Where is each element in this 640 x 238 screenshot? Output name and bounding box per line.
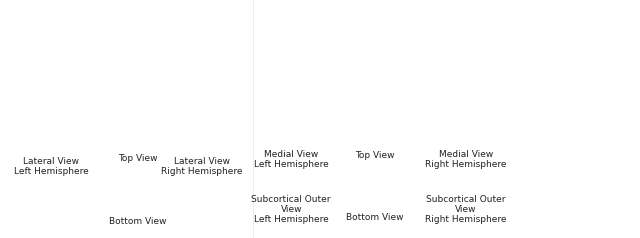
Text: Lateral View
Right Hemisphere: Lateral View Right Hemisphere bbox=[161, 157, 243, 176]
Text: Top View: Top View bbox=[118, 154, 157, 163]
Text: Bottom View: Bottom View bbox=[346, 213, 403, 222]
Text: Subcortical Outer
View
Left Hemisphere: Subcortical Outer View Left Hemisphere bbox=[252, 194, 331, 224]
Text: Bottom View: Bottom View bbox=[109, 217, 166, 226]
Text: Subcortical Outer
View
Right Hemisphere: Subcortical Outer View Right Hemisphere bbox=[425, 194, 507, 224]
Text: Lateral View
Left Hemisphere: Lateral View Left Hemisphere bbox=[14, 157, 88, 176]
Text: Medial View
Left Hemisphere: Medial View Left Hemisphere bbox=[254, 150, 328, 169]
Text: Medial View
Right Hemisphere: Medial View Right Hemisphere bbox=[425, 150, 507, 169]
Text: Top View: Top View bbox=[355, 151, 394, 160]
